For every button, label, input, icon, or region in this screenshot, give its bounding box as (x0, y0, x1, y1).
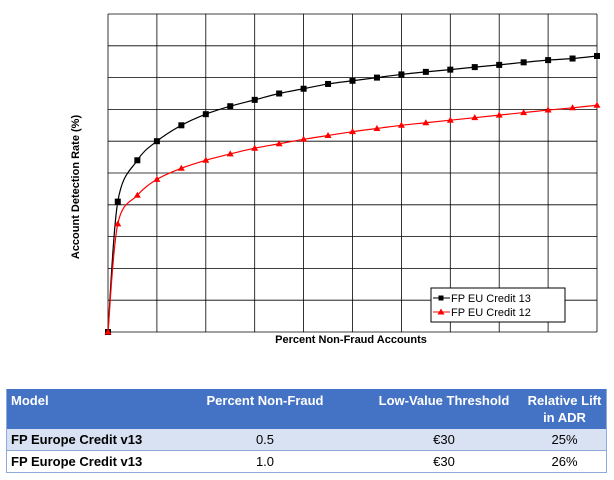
data-point-triangle (593, 101, 601, 108)
data-point-triangle (300, 135, 308, 142)
y-axis-label: Account Detection Rate (%) (70, 115, 82, 260)
data-point-square (373, 74, 380, 81)
data-point-triangle (153, 175, 161, 182)
data-point-triangle (114, 220, 122, 227)
data-point-square (114, 198, 121, 205)
cell-model: FP Europe Credit v13 (6, 450, 165, 473)
series-line-1 (107, 104, 598, 333)
data-point-triangle (226, 150, 234, 157)
data-point-square (349, 77, 356, 84)
header-percent-non-fraud: Percent Non-Fraud (165, 389, 365, 429)
data-point-square (422, 68, 429, 75)
cell-percent-non-fraud: 0.5 (165, 429, 365, 451)
data-point-triangle (324, 131, 332, 138)
data-point-square (202, 111, 209, 118)
cell-threshold: €30 (365, 450, 523, 473)
cell-percent-non-fraud: 1.0 (165, 450, 365, 473)
legend-label-1: FP EU Credit 12 (451, 307, 531, 319)
results-table: Model Percent Non-Fraud Low-Value Thresh… (6, 389, 607, 473)
data-point-square (447, 66, 454, 73)
data-point-triangle (373, 124, 381, 131)
data-point-triangle (520, 109, 528, 116)
data-point-triangle (349, 128, 356, 135)
data-point-triangle (133, 191, 141, 198)
x-axis-label: Percent Non-Fraud Accounts (275, 334, 427, 346)
data-point-triangle (104, 328, 112, 335)
header-relative-lift: Relative Lift in ADR (523, 389, 607, 429)
data-point-square (134, 157, 141, 164)
cell-threshold: €30 (365, 429, 523, 451)
data-point-triangle (471, 114, 479, 121)
data-point-square (545, 57, 552, 64)
data-point-triangle (251, 144, 259, 151)
header-low-value-threshold: Low-Value Threshold (365, 389, 523, 429)
chart-series (104, 52, 601, 335)
data-point-square (496, 61, 503, 68)
data-point-triangle (544, 106, 552, 113)
data-point-triangle (495, 111, 503, 118)
data-point-triangle (422, 119, 430, 126)
data-point-square (594, 52, 600, 59)
data-point-square (276, 90, 283, 97)
data-point-triangle (569, 104, 577, 111)
data-point-triangle (397, 121, 405, 128)
data-point-triangle (177, 164, 185, 171)
data-point-square (251, 96, 258, 103)
table-row: FP Europe Credit v13 0.5 €30 25% (6, 429, 607, 451)
cell-lift: 25% (523, 429, 607, 451)
data-point-square (325, 80, 332, 87)
data-point-square (569, 55, 576, 62)
legend-triangle-marker (437, 308, 445, 315)
chart-legend: FP EU Credit 13 FP EU Credit 12 (430, 287, 566, 323)
chart-grid (107, 13, 598, 333)
detection-rate-chart: Percent Non-Fraud Accounts Account Detec… (70, 13, 601, 346)
legend-square-marker (438, 295, 444, 301)
table-row: FP Europe Credit v13 1.0 €30 26% (6, 450, 607, 473)
data-point-square (300, 85, 307, 92)
legend-box (430, 287, 566, 323)
data-point-square (520, 59, 527, 66)
cell-lift: 26% (523, 450, 607, 473)
data-point-triangle (446, 116, 454, 123)
cell-model: FP Europe Credit v13 (6, 429, 165, 451)
data-point-square (471, 64, 478, 71)
data-point-square (398, 71, 405, 78)
header-model: Model (6, 389, 165, 429)
legend-label-0: FP EU Credit 13 (451, 293, 531, 305)
data-point-square (227, 103, 234, 110)
data-point-square (153, 138, 160, 145)
data-point-triangle (202, 156, 210, 163)
data-point-triangle (275, 140, 283, 147)
table-header-row: Model Percent Non-Fraud Low-Value Thresh… (6, 389, 607, 429)
data-point-square (178, 122, 185, 129)
